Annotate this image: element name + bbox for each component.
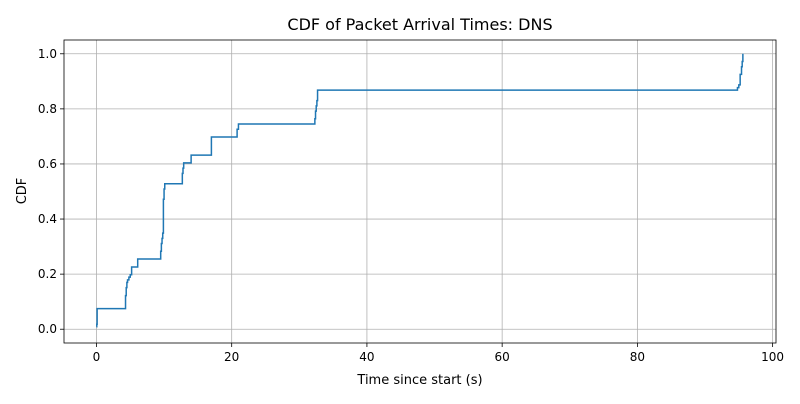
y-tick-label: 0.8: [38, 102, 57, 116]
grid: [64, 40, 776, 343]
x-tick-label: 40: [359, 350, 374, 364]
axis-ticks: 0 20 40 60 80 100 0.0 0.2 0.4 0.6 0.8 1.0: [38, 47, 784, 364]
y-tick-label: 0.2: [38, 267, 57, 281]
y-tick-label: 0.6: [38, 157, 57, 171]
x-tick-label: 100: [761, 350, 784, 364]
x-tick-label: 60: [495, 350, 510, 364]
y-tick-label: 0.0: [38, 322, 57, 336]
x-tick-label: 80: [630, 350, 645, 364]
x-axis-label: Time since start (s): [356, 373, 482, 388]
chart-title: CDF of Packet Arrival Times: DNS: [287, 15, 552, 34]
x-tick-label: 20: [224, 350, 239, 364]
y-axis-label: CDF: [15, 178, 30, 205]
y-tick-label: 1.0: [38, 47, 57, 61]
plot-area-frame: [63, 39, 777, 344]
y-tick-label: 0.4: [38, 212, 57, 226]
cdf-series-line: [96, 53, 744, 328]
x-tick-label: 0: [93, 350, 101, 364]
